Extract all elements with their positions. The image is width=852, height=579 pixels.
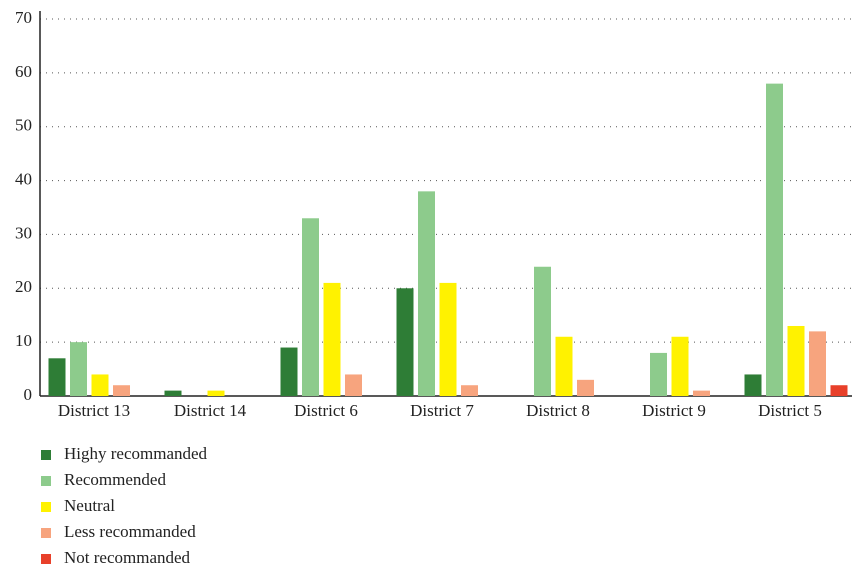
bar bbox=[555, 336, 573, 396]
legend-label: Less recommanded bbox=[64, 522, 196, 541]
bar bbox=[302, 218, 319, 396]
legend-label: Highy recommanded bbox=[64, 444, 208, 463]
y-tick-label: 10 bbox=[15, 331, 32, 350]
bar bbox=[323, 282, 341, 396]
bar bbox=[461, 385, 478, 396]
x-tick-label: District 5 bbox=[758, 401, 822, 420]
legend-swatch bbox=[41, 502, 51, 512]
bar bbox=[91, 374, 109, 396]
x-tick-label: District 14 bbox=[174, 401, 247, 420]
y-tick-label: 70 bbox=[15, 8, 32, 27]
legend-label: Neutral bbox=[64, 496, 115, 515]
bar bbox=[766, 83, 783, 396]
y-tick-label: 60 bbox=[15, 62, 32, 81]
legend-swatch bbox=[41, 476, 51, 486]
bar bbox=[439, 282, 457, 396]
bar bbox=[48, 358, 66, 396]
x-tick-label: District 7 bbox=[410, 401, 474, 420]
x-tick-label: District 13 bbox=[58, 401, 130, 420]
bar bbox=[207, 390, 225, 396]
bar bbox=[70, 342, 87, 396]
bar bbox=[345, 374, 362, 396]
bar bbox=[830, 385, 848, 396]
x-tick-label: District 8 bbox=[526, 401, 590, 420]
bar bbox=[693, 390, 710, 396]
bar bbox=[577, 379, 594, 396]
legend-swatch bbox=[41, 450, 51, 460]
x-tick-label: District 9 bbox=[642, 401, 706, 420]
legend-label: Not recommanded bbox=[64, 548, 191, 567]
y-tick-label: 0 bbox=[24, 385, 33, 404]
bar bbox=[396, 288, 414, 396]
x-tick-label: District 6 bbox=[294, 401, 358, 420]
bar bbox=[650, 352, 667, 396]
bar bbox=[164, 390, 182, 396]
bar bbox=[787, 325, 805, 396]
legend-label: Recommended bbox=[64, 470, 166, 489]
bar bbox=[534, 266, 551, 396]
bar bbox=[671, 336, 689, 396]
y-tick-label: 40 bbox=[15, 169, 32, 188]
y-tick-label: 20 bbox=[15, 277, 32, 296]
legend-swatch bbox=[41, 528, 51, 538]
legend-swatch bbox=[41, 554, 51, 564]
y-tick-label: 30 bbox=[15, 223, 32, 242]
bar bbox=[809, 331, 826, 396]
bar bbox=[418, 191, 435, 396]
bar bbox=[113, 385, 130, 396]
bar bbox=[744, 374, 762, 396]
y-tick-label: 50 bbox=[15, 116, 32, 135]
bar bbox=[280, 347, 298, 396]
